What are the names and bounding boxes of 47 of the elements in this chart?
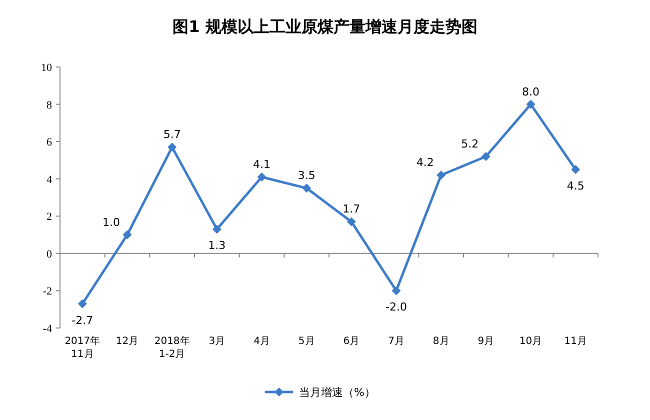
y-tick-label: 10 (41, 62, 52, 74)
x-tick-label: 11月 (564, 336, 587, 347)
x-tick-label: 3月 (208, 336, 226, 347)
point (122, 230, 132, 240)
y-tick-label: 6 (46, 136, 52, 149)
point (526, 100, 536, 109)
y-tick-label: 2 (46, 211, 52, 224)
data-label: 3.5 (298, 169, 316, 182)
x-tick-label: 5月 (298, 336, 315, 347)
data-label: 5.7 (163, 128, 181, 142)
point (346, 217, 356, 226)
x-tick-label: 6月 (343, 336, 360, 347)
x-tick-label: 2017年 11月 (64, 335, 100, 360)
point (481, 152, 490, 161)
data-label: -2.7 (72, 314, 94, 327)
data-label: 1.7 (342, 202, 360, 216)
data-label: 4.5 (566, 180, 584, 193)
point (436, 170, 446, 180)
x-tick-label: 7月 (388, 336, 404, 347)
y-tick-label: -2 (42, 286, 52, 298)
x-tick-label: 8月 (432, 336, 450, 347)
y-tick-label: 8 (46, 99, 52, 112)
y-tick-label: -4 (42, 323, 52, 335)
x-tick-label: 12月 (116, 336, 139, 347)
point (302, 184, 312, 193)
data-label: 5.2 (461, 137, 479, 150)
point (392, 286, 401, 296)
y-tick-label: 0 (46, 248, 52, 260)
x-tick-label: 2018年 1-2月 (154, 335, 190, 360)
point (571, 165, 580, 174)
point (212, 224, 222, 234)
data-label: 8.0 (522, 85, 540, 98)
legend-label: 当月增速（%） (299, 386, 376, 399)
legend: 当月增速（%） (265, 386, 376, 399)
x-tick-label: 9月 (478, 336, 494, 347)
data-label: 1.0 (102, 216, 120, 229)
data-label: -2.0 (386, 300, 407, 314)
y-tick-label: 4 (46, 174, 52, 186)
point (78, 299, 87, 308)
point (257, 172, 266, 182)
x-tick-label: 10月 (519, 336, 542, 347)
point (168, 142, 177, 152)
data-label: 4.2 (416, 156, 434, 170)
data-label: 1.3 (208, 239, 226, 252)
chart-title: 图1 规模以上工业原煤产量增速月度走势图 (172, 17, 478, 36)
data-label: 4.1 (253, 158, 270, 171)
x-tick-label: 4月 (254, 336, 270, 347)
